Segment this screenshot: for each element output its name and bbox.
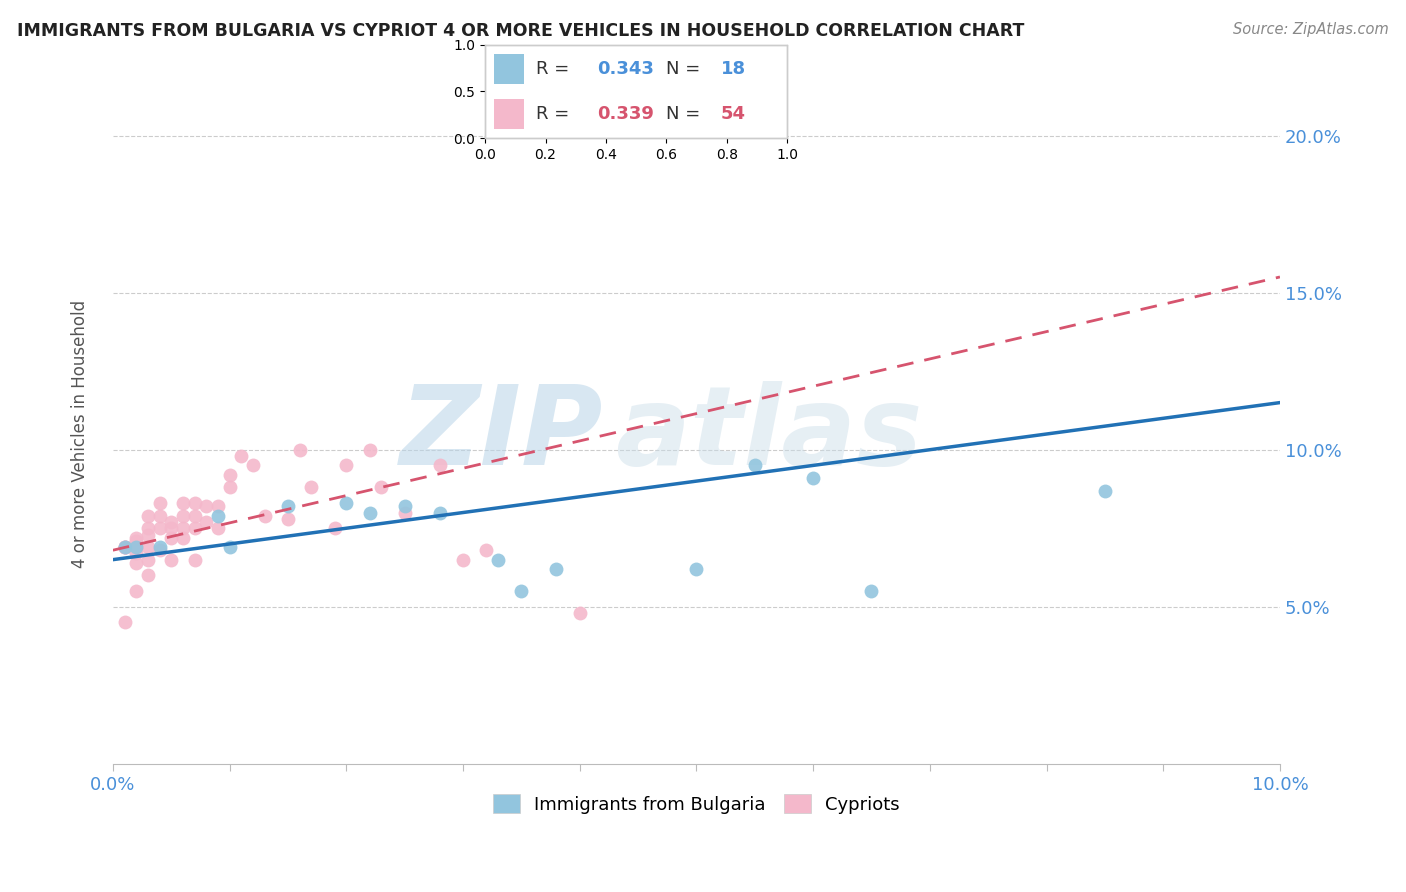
Point [242, 458, 264, 473]
Point [801, 471, 824, 485]
Point [1094, 483, 1116, 498]
Point [429, 506, 451, 520]
Bar [494, 54, 524, 84]
Point [370, 480, 392, 494]
Point [114, 540, 136, 554]
Point [148, 496, 170, 510]
Point [277, 500, 299, 514]
Point [114, 540, 136, 554]
Point [172, 521, 194, 535]
Text: ZIP: ZIP [399, 381, 603, 488]
Point [253, 508, 276, 523]
Text: 54: 54 [721, 105, 745, 123]
Point [207, 508, 229, 523]
Point [860, 584, 883, 599]
Text: 0.339: 0.339 [598, 105, 654, 123]
Point [486, 552, 509, 566]
Point [475, 543, 498, 558]
Text: N =: N = [666, 60, 706, 78]
Point [510, 584, 533, 599]
Text: IMMIGRANTS FROM BULGARIA VS CYPRIOT 4 OR MORE VEHICLES IN HOUSEHOLD CORRELATION : IMMIGRANTS FROM BULGARIA VS CYPRIOT 4 OR… [17, 22, 1024, 40]
Point [685, 562, 707, 576]
Text: N =: N = [666, 105, 706, 123]
Text: atlas: atlas [614, 381, 922, 488]
Point [335, 458, 357, 473]
Point [172, 531, 194, 545]
Point [183, 508, 205, 523]
Point [136, 527, 159, 541]
Point [359, 442, 381, 457]
Point [160, 531, 183, 545]
Point [335, 496, 357, 510]
Point [125, 546, 148, 560]
Point [114, 540, 136, 554]
Point [125, 540, 148, 554]
Point [394, 500, 416, 514]
Point [744, 458, 766, 473]
Point [136, 552, 159, 566]
Text: R =: R = [537, 60, 575, 78]
Point [160, 515, 183, 529]
Point [160, 521, 183, 535]
Point [114, 540, 136, 554]
Point [277, 512, 299, 526]
Point [568, 606, 591, 620]
Point [114, 540, 136, 554]
Point [546, 562, 568, 576]
Point [136, 568, 159, 582]
Point [125, 556, 148, 570]
Text: 0.343: 0.343 [598, 60, 654, 78]
Point [231, 449, 253, 463]
Point [114, 615, 136, 630]
Point [183, 521, 205, 535]
Point [359, 506, 381, 520]
Point [323, 521, 346, 535]
Point [183, 496, 205, 510]
Text: R =: R = [537, 105, 575, 123]
Point [136, 521, 159, 535]
Legend: Immigrants from Bulgaria, Cypriots: Immigrants from Bulgaria, Cypriots [485, 787, 907, 821]
Point [136, 508, 159, 523]
Point [125, 533, 148, 548]
Point [148, 521, 170, 535]
Point [207, 500, 229, 514]
Point [160, 552, 183, 566]
Point [218, 480, 240, 494]
Y-axis label: 4 or more Vehicles in Household: 4 or more Vehicles in Household [72, 300, 89, 568]
Point [299, 480, 322, 494]
Point [148, 543, 170, 558]
Point [394, 506, 416, 520]
Point [125, 540, 148, 554]
Point [195, 500, 218, 514]
Point [218, 540, 240, 554]
Bar [494, 99, 524, 129]
Point [288, 442, 311, 457]
Point [148, 508, 170, 523]
Point [195, 515, 218, 529]
Point [218, 467, 240, 482]
Point [125, 584, 148, 599]
Text: Source: ZipAtlas.com: Source: ZipAtlas.com [1233, 22, 1389, 37]
Point [172, 496, 194, 510]
Point [148, 540, 170, 554]
Text: 18: 18 [721, 60, 747, 78]
Point [125, 531, 148, 545]
Point [429, 458, 451, 473]
Point [183, 552, 205, 566]
Point [451, 552, 474, 566]
Point [136, 540, 159, 554]
Point [172, 508, 194, 523]
Point [207, 521, 229, 535]
